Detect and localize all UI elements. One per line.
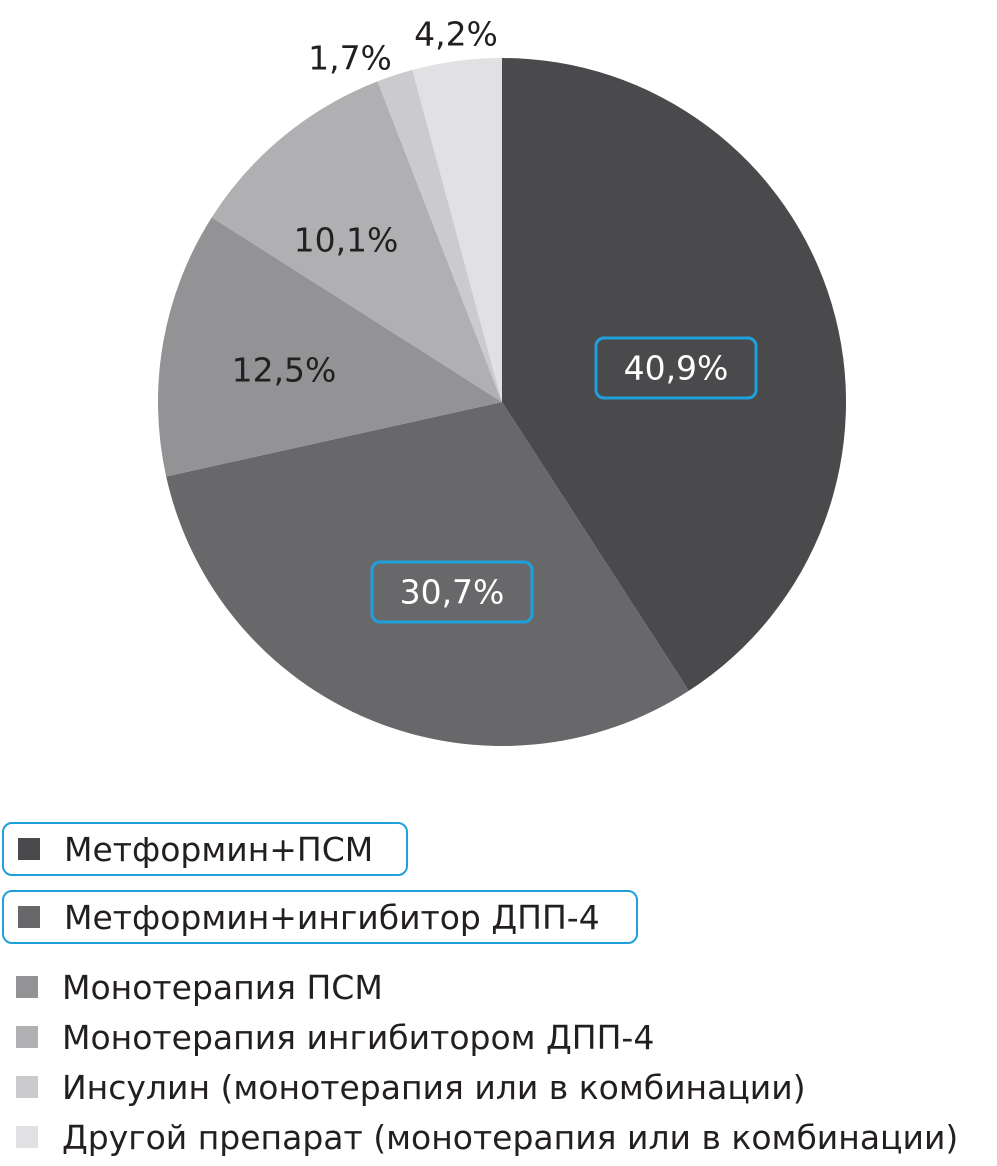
pie-labels: 40,9% 30,7% 12,5% 10,1% 1,7% 4,2% [232, 15, 758, 624]
legend-swatch [16, 1076, 38, 1098]
pie-slice [502, 57, 847, 691]
legend-label: Метформин+ПСМ [64, 829, 374, 869]
legend-item: Монотерапия ингибитором ДПП-4 [16, 1010, 654, 1064]
legend-item: Другой препарат (монотерапия или в комби… [16, 1110, 958, 1164]
legend-swatch [18, 906, 40, 928]
pie-slice [412, 58, 502, 402]
legend-item: Метформин+ингибитор ДПП-4 [2, 890, 638, 944]
legend-item: Инсулин (монотерапия или в комбинации) [16, 1060, 806, 1114]
legend-item: Метформин+ПСМ [2, 822, 408, 876]
pie-slice [211, 81, 503, 402]
pie-slice [157, 217, 502, 477]
legend-swatch [16, 1026, 38, 1048]
legend-swatch [16, 1126, 38, 1148]
slice-value-label: 1,7% [308, 39, 392, 78]
slice-value-label: 40,9% [624, 349, 729, 388]
legend-swatch [16, 976, 38, 998]
slice-value-label: 30,7% [400, 573, 505, 612]
legend-label: Монотерапия ингибитором ДПП-4 [62, 1017, 655, 1057]
slice-label-highlight-box [594, 336, 758, 400]
pie-slices [157, 57, 847, 747]
legend-label: Монотерапия ПСМ [62, 967, 383, 1007]
legend-item: Монотерапия ПСМ [16, 960, 383, 1014]
legend-label: Другой препарат (монотерапия или в комби… [62, 1117, 959, 1157]
legend-label: Метформин+ингибитор ДПП-4 [64, 897, 600, 937]
pie-slice [166, 402, 689, 747]
legend-swatch [18, 838, 40, 860]
legend-label: Инсулин (монотерапия или в комбинации) [62, 1067, 806, 1107]
slice-value-label: 10,1% [294, 221, 399, 260]
slice-value-label: 12,5% [232, 351, 337, 390]
slice-label-highlight-box [370, 560, 534, 624]
pie-slice [377, 69, 502, 402]
pie-chart: 40,9% 30,7% 12,5% 10,1% 1,7% 4,2% [157, 15, 847, 747]
slice-value-label: 4,2% [414, 15, 498, 54]
